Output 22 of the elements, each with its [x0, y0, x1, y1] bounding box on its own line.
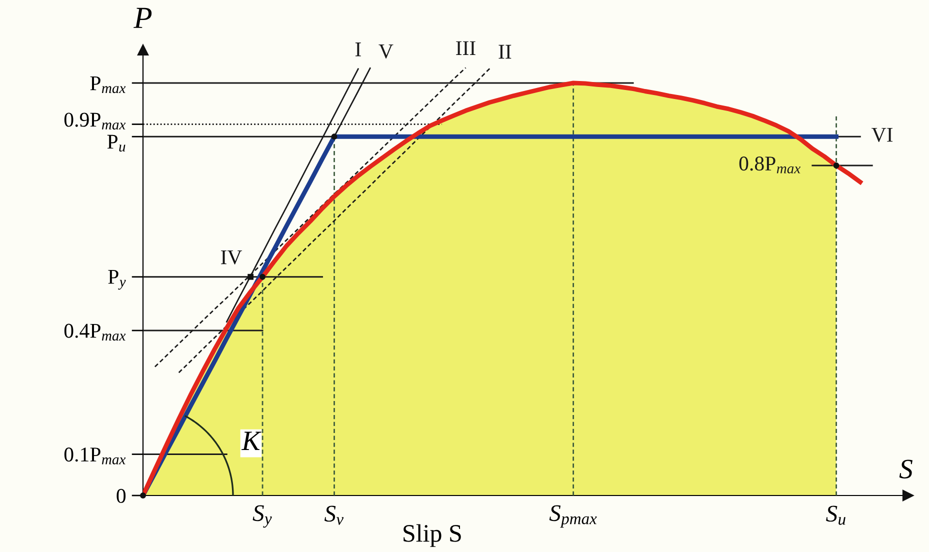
x-tick-label: S$_{y}$: [252, 505, 272, 528]
series-label: VI: [872, 128, 893, 142]
y-tick-label: 0.9P$_{max}$: [64, 112, 126, 130]
y-tick-label: P$_{max}$: [90, 76, 126, 94]
x-tick-label: S$_{u}$: [826, 506, 846, 525]
series-label: III: [456, 41, 476, 55]
x-tick-label: S$_{pmax}$: [549, 505, 597, 528]
series-label: 0.8P$_{max}$: [739, 156, 801, 174]
annotation: K: [241, 432, 262, 450]
y-axis-title: P: [134, 8, 152, 28]
x-axis-title: Slip S: [404, 524, 461, 547]
y-tick-label: 0: [116, 488, 126, 503]
y-tick-label: P$_{y}$: [108, 270, 126, 290]
y-tick-label: 0.4P$_{max}$: [64, 324, 126, 341]
x-tick-label: S$_{v}$: [324, 506, 344, 525]
series-label: IV: [221, 250, 242, 264]
annotation: S: [899, 460, 912, 478]
series-label: V: [378, 44, 394, 58]
series-label: I: [355, 42, 361, 56]
y-tick-label: P$_{u}$: [107, 134, 126, 152]
series-label: II: [498, 44, 512, 59]
y-tick-label: 0.1P$_{max}$: [64, 448, 126, 464]
